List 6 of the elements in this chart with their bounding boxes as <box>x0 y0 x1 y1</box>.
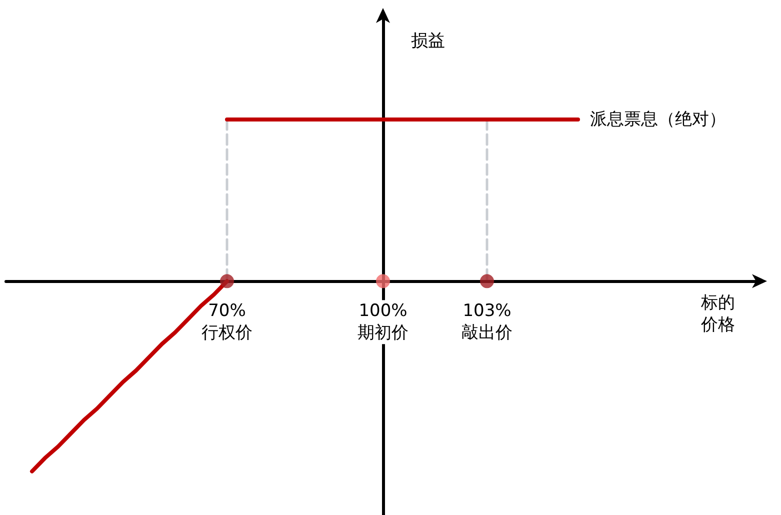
x-axis-title: 标的价格 <box>700 293 735 336</box>
x-tick-label: 70% 行权价 <box>202 301 252 344</box>
x-tick-label: 100% 期初价 <box>358 301 408 344</box>
x-tick-label: 103% 敲出价 <box>462 301 512 344</box>
series-label: 派息票息（绝对） <box>590 110 726 130</box>
y-axis-title: 损益 <box>411 31 445 51</box>
